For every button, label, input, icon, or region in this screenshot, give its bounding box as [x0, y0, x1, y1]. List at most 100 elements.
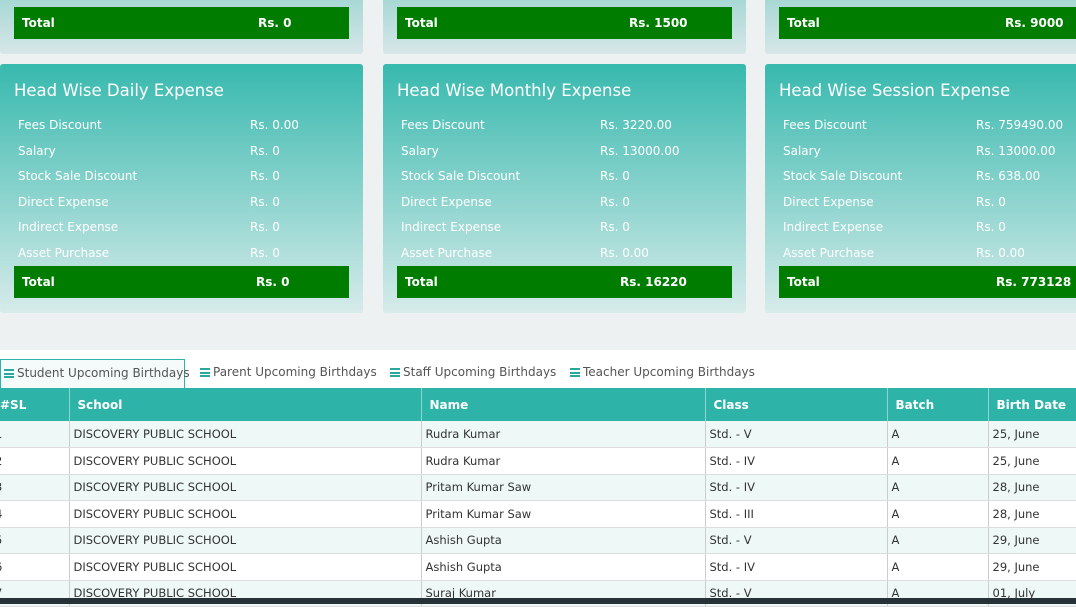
total-bar: Total Rs. 0: [14, 7, 349, 39]
expense-value: Rs. 0: [250, 143, 280, 158]
expense-value: Rs. 0: [600, 194, 630, 209]
table-cell: DISCOVERY PUBLIC SCHOOL: [69, 474, 422, 501]
expense-value: Rs. 0.00: [250, 118, 299, 132]
expense-label: Asset Purchase: [401, 246, 493, 260]
table-cell: Rudra Kumar: [421, 421, 706, 448]
tab-bar: Student Upcoming Birthdays Parent Upcomin…: [0, 350, 1076, 388]
table-cell: DISCOVERY PUBLIC SCHOOL: [69, 421, 422, 448]
expense-label: Direct Expense: [401, 194, 492, 209]
tab-label: Parent Upcoming Birthdays: [213, 365, 377, 379]
card-title: Head Wise Session Expense: [779, 81, 1011, 100]
total-bar: Total Rs. 773128: [779, 266, 1076, 298]
tab-icon: [200, 368, 210, 377]
tab-label: Teacher Upcoming Birthdays: [583, 365, 755, 379]
total-value: Rs. 773128: [996, 275, 1072, 289]
table-cell: Std. - IV: [705, 553, 888, 581]
column-header: #SL: [0, 388, 70, 421]
expense-label: Salary: [18, 143, 56, 158]
expense-value: Rs. 0.00: [600, 246, 649, 260]
expense-label: Fees Discount: [783, 118, 867, 132]
table-cell: DISCOVERY PUBLIC SCHOOL: [69, 447, 422, 475]
tab[interactable]: Student Upcoming Birthdays: [0, 359, 190, 388]
table-cell: Std. - IV: [705, 474, 888, 501]
table-cell: A: [887, 553, 989, 581]
expense-value: Rs. 0: [250, 220, 280, 235]
table-cell: DISCOVERY PUBLIC SCHOOL: [69, 553, 422, 581]
total-value: Rs. 16220: [620, 275, 687, 289]
table-cell: 2: [0, 447, 70, 475]
tab-icon: [570, 368, 580, 377]
total-card: Total Rs. 0: [0, 0, 363, 54]
table-cell: 3: [0, 474, 70, 501]
total-bar: Total Rs. 0: [14, 266, 349, 298]
table-cell: Std. - IV: [705, 447, 888, 475]
expense-label: Fees Discount: [18, 118, 102, 132]
table-cell: 28, June: [988, 500, 1076, 528]
expense-value: Rs. 759490.00: [976, 118, 1064, 132]
table-cell: A: [887, 421, 989, 448]
tab[interactable]: Parent Upcoming Birthdays: [197, 359, 377, 388]
tab[interactable]: Staff Upcoming Birthdays: [387, 359, 556, 388]
table-cell: Rudra Kumar: [421, 447, 706, 475]
total-bar: Total Rs. 16220: [397, 266, 732, 298]
table-cell: 6: [0, 553, 70, 581]
bottom-bar: [0, 598, 1076, 604]
expense-value: Rs. 0: [250, 169, 280, 184]
table-cell: Ashish Gupta: [421, 553, 706, 581]
expense-value: Rs. 0: [250, 246, 280, 260]
table-cell: DISCOVERY PUBLIC SCHOOL: [69, 500, 422, 528]
table-cell: Std. - V: [705, 421, 888, 448]
total-card: Total Rs. 9000: [765, 0, 1076, 54]
expense-label: Direct Expense: [18, 194, 109, 209]
expense-card: Head Wise Daily Expense Fees Discount Rs. …: [0, 64, 363, 313]
expense-label: Fees Discount: [401, 118, 485, 132]
table-cell: 29, June: [988, 553, 1076, 581]
total-value: Rs. 9000: [1005, 16, 1064, 30]
tab[interactable]: Teacher Upcoming Birthdays: [567, 359, 755, 388]
table-cell: Std. - V: [705, 580, 888, 607]
expense-label: Indirect Expense: [18, 220, 119, 235]
table-cell: DISCOVERY PUBLIC SCHOOL: [69, 527, 422, 554]
total-value: Rs. 1500: [629, 16, 688, 30]
column-header: Name: [421, 388, 706, 421]
expense-value: Rs. 13000.00: [600, 143, 680, 158]
expense-label: Salary: [401, 143, 439, 158]
expense-value: Rs. 0: [976, 194, 1006, 209]
expense-value: Rs. 0.00: [976, 246, 1025, 260]
total-value: Rs. 0: [258, 16, 292, 30]
expense-value: Rs. 3220.00: [600, 118, 672, 132]
expense-label: Salary: [783, 143, 821, 158]
expense-label: Direct Expense: [783, 194, 874, 209]
expense-label: Stock Sale Discount: [401, 169, 521, 184]
table-cell: 4: [0, 500, 70, 528]
expense-card: Head Wise Session Expense Fees Discount Rs…: [765, 64, 1076, 313]
table-cell: A: [887, 527, 989, 554]
table-cell: Pritam Kumar Saw: [421, 474, 706, 501]
card-title: Head Wise Daily Expense: [14, 81, 224, 100]
column-header: School: [69, 388, 422, 421]
total-value: Rs. 0: [256, 275, 290, 289]
total-label: Total: [405, 16, 438, 30]
tab-label: Staff Upcoming Birthdays: [403, 365, 557, 379]
table-cell: A: [887, 474, 989, 501]
total-label: Total: [22, 275, 55, 289]
column-header: Batch: [887, 388, 989, 421]
column-header: Birth Date: [988, 388, 1076, 421]
total-bar: Total Rs. 9000: [779, 7, 1076, 39]
expense-value: Rs. 0: [600, 220, 630, 235]
total-bar: Total Rs. 1500: [397, 7, 732, 39]
table-cell: Std. - III: [705, 500, 888, 528]
table-cell: Ashish Gupta: [421, 527, 706, 554]
table-cell: 28, June: [988, 474, 1076, 501]
total-label: Total: [787, 275, 820, 289]
total-label: Total: [787, 16, 820, 30]
expense-value: Rs. 638.00: [976, 169, 1041, 184]
expense-value: Rs. 0: [600, 169, 630, 184]
